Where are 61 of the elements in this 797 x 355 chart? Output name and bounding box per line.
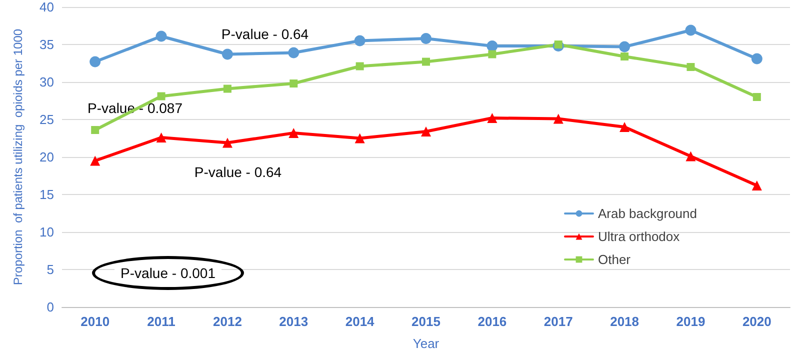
point <box>288 128 299 138</box>
y-tick-label: 35 <box>40 37 54 52</box>
x-tick-label: 2010 <box>80 314 110 329</box>
point <box>620 122 630 132</box>
y-tick-label: 20 <box>40 150 54 164</box>
point <box>222 138 232 148</box>
point <box>554 40 562 48</box>
point <box>619 41 630 52</box>
y-tick-label: 5 <box>46 262 54 277</box>
point <box>90 156 100 166</box>
point <box>222 48 233 60</box>
point <box>356 62 364 70</box>
y-tick-label: 0 <box>46 300 54 314</box>
x-tick-label: 2014 <box>345 314 376 329</box>
point <box>420 33 432 44</box>
point <box>751 53 762 64</box>
point <box>354 133 365 144</box>
legend-label: Other <box>598 252 632 267</box>
y-tick-label: 25 <box>40 112 54 127</box>
x-tick-label: 2015 <box>412 314 440 329</box>
x-tick-label: 2017 <box>544 314 573 329</box>
annotation: P-value - 0.001 <box>120 265 216 281</box>
point <box>156 132 166 142</box>
x-tick-label: 2012 <box>212 314 242 329</box>
point <box>553 114 564 124</box>
y-axis-title: Proportion of patients utilizing opioids per 1000 <box>11 28 25 286</box>
x-tick-label: 2011 <box>147 314 176 329</box>
point <box>620 52 629 60</box>
annotation: P-value - 0.64 <box>194 164 282 180</box>
point <box>488 50 496 58</box>
point <box>290 80 298 88</box>
x-tick-label: 2016 <box>478 314 507 329</box>
point <box>156 30 167 42</box>
legend-label: Ultra orthodox <box>598 229 680 244</box>
point <box>354 35 366 46</box>
y-tick-label: 10 <box>40 224 54 240</box>
point <box>422 58 430 66</box>
point <box>288 47 300 58</box>
point <box>90 56 101 68</box>
x-tick-label: 2018 <box>610 314 640 329</box>
point <box>685 24 696 36</box>
legend-label: Arab background <box>598 206 698 221</box>
y-tick-label: 15 <box>40 187 54 202</box>
x-tick-label: 2019 <box>676 314 706 329</box>
point <box>487 113 498 123</box>
y-tick-label: 40 <box>40 0 54 14</box>
point <box>157 92 166 100</box>
x-tick-label: 2020 <box>742 314 772 329</box>
point <box>486 40 498 52</box>
annotation: P-value - 0.087 <box>88 100 183 116</box>
point <box>686 151 696 162</box>
point <box>686 63 695 71</box>
x-axis-title: Year <box>412 336 440 351</box>
point <box>752 180 762 190</box>
y-tick-label: 30 <box>40 74 54 90</box>
point <box>91 126 100 134</box>
annotation: P-value - 0.64 <box>221 26 309 42</box>
point <box>752 93 761 101</box>
point <box>421 126 431 136</box>
x-tick-label: 2013 <box>279 314 308 329</box>
point <box>223 84 232 93</box>
